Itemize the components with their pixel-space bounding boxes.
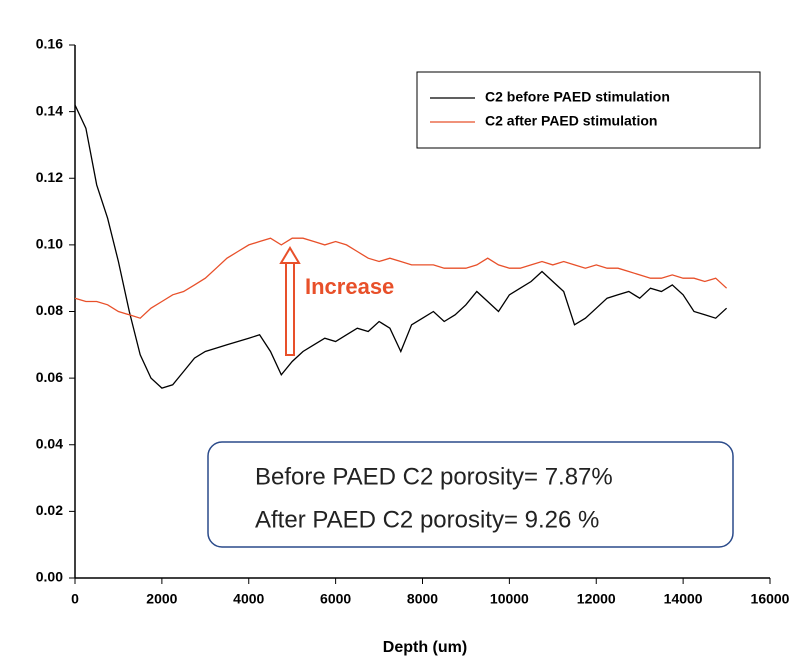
legend-box — [416, 71, 761, 149]
x-tick-label: 14000 — [664, 591, 703, 607]
y-tick-label: 0.04 — [36, 435, 63, 451]
x-tick-label: 4000 — [233, 591, 264, 607]
y-tick-label: 0.02 — [36, 502, 63, 518]
y-tick-label: 0.06 — [36, 369, 63, 385]
legend-label: C2 before PAED stimulation — [485, 89, 670, 105]
x-tick-label: 0 — [71, 591, 79, 607]
legend-label: C2 after PAED stimulation — [485, 113, 657, 129]
series-line — [74, 104, 728, 389]
porosity-box — [207, 441, 734, 548]
x-tick-label: 2000 — [146, 591, 177, 607]
y-tick-label: 0.12 — [36, 169, 63, 185]
x-tick-label: 12000 — [577, 591, 616, 607]
x-tick-label: 8000 — [407, 591, 438, 607]
y-tick-label: 0.16 — [36, 36, 63, 52]
x-tick-label: 10000 — [490, 591, 529, 607]
y-tick-label: 0.10 — [36, 236, 63, 252]
y-tick-label: 0.08 — [36, 302, 63, 318]
annotation: After PAED C2 porosity= 9.26 % — [255, 506, 599, 533]
x-tick-label: 6000 — [320, 591, 351, 607]
x-axis-label: Depth (um) — [383, 639, 467, 656]
annotation: Increase — [305, 274, 394, 299]
y-tick-label: 0.00 — [36, 569, 63, 585]
increase-arrow — [279, 246, 301, 356]
annotation: Before PAED C2 porosity= 7.87% — [255, 463, 613, 490]
series-line — [74, 237, 728, 319]
x-tick-label: 16000 — [751, 591, 790, 607]
y-tick-label: 0.14 — [36, 102, 63, 118]
